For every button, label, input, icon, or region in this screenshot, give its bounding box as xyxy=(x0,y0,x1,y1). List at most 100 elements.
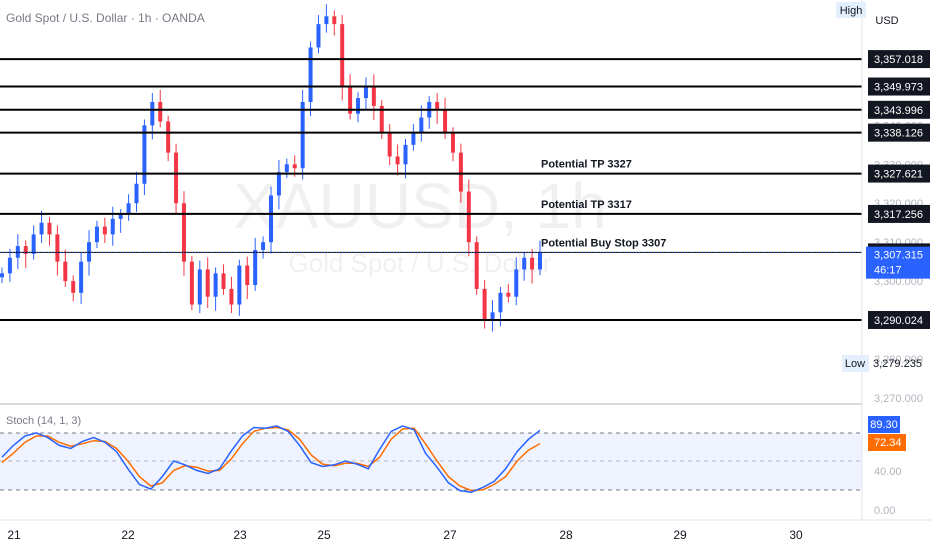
candle xyxy=(205,269,210,297)
candle xyxy=(181,203,186,262)
candle xyxy=(63,261,68,282)
candle xyxy=(7,257,12,274)
candle xyxy=(197,269,202,305)
level-tag xyxy=(868,77,930,96)
candle xyxy=(245,265,250,286)
candle xyxy=(514,269,519,297)
candle xyxy=(379,105,384,134)
candle xyxy=(261,242,266,250)
level-tag-value: 3,290.024 xyxy=(874,315,923,327)
candle xyxy=(530,257,535,270)
time-axis-labels: 21 22 23 25 27 28 29 30 xyxy=(7,528,803,542)
candle xyxy=(284,164,289,173)
candles xyxy=(0,4,542,332)
candle xyxy=(150,101,155,126)
level-tag xyxy=(868,100,930,119)
candle xyxy=(522,257,527,270)
candle xyxy=(490,312,495,321)
low-badge-bg xyxy=(842,355,869,372)
candle xyxy=(118,214,123,219)
time-axis-label: 25 xyxy=(317,528,331,542)
stoch-title: Stoch (14, 1, 3) xyxy=(6,415,81,427)
candle xyxy=(498,292,503,313)
candle xyxy=(47,222,52,235)
candle xyxy=(292,164,297,169)
price-axis-tick: 3,300.000 xyxy=(874,276,923,288)
candle xyxy=(474,242,479,289)
stoch-d-line xyxy=(1,426,541,492)
candle xyxy=(253,249,258,286)
time-axis-label: 21 xyxy=(7,528,21,542)
candle xyxy=(166,121,171,153)
candle xyxy=(55,234,60,262)
bar-countdown: 46:17 xyxy=(874,265,902,277)
candle xyxy=(538,252,542,270)
time-axis-label: 29 xyxy=(673,528,687,542)
candle xyxy=(435,101,440,110)
stoch-k-line xyxy=(1,425,541,493)
candle xyxy=(158,101,163,122)
candle xyxy=(300,101,305,169)
candle xyxy=(221,273,226,289)
horizontal-levels: Potential TP 3327 Potential TP 3317 Potent… xyxy=(0,58,862,321)
candle xyxy=(213,273,218,297)
candle xyxy=(395,156,400,165)
level-tag xyxy=(868,164,930,183)
candle xyxy=(387,133,392,157)
candle xyxy=(174,152,179,204)
candle xyxy=(110,218,115,235)
candle xyxy=(466,191,471,243)
candle xyxy=(71,281,76,293)
candle xyxy=(0,273,4,278)
high-badge: High xyxy=(840,5,863,17)
stoch-axis-0: 0.00 xyxy=(874,505,895,517)
candle xyxy=(31,234,36,254)
candle xyxy=(229,288,234,305)
price-axis-tick: 3,280.000 xyxy=(874,354,923,366)
candle xyxy=(340,24,345,87)
level-tag xyxy=(868,204,930,223)
level-annotation: Potential TP 3317 xyxy=(541,199,632,211)
currency-label[interactable]: USD xyxy=(875,15,898,27)
price-axis-tick: 3,270.000 xyxy=(874,393,923,405)
candle xyxy=(316,24,321,48)
time-axis-label: 22 xyxy=(121,528,135,542)
candle xyxy=(269,195,273,243)
level-tag-value: 3,343.996 xyxy=(874,105,923,117)
candle xyxy=(332,16,337,25)
low-badge: Low xyxy=(845,358,865,370)
candle xyxy=(403,144,408,165)
candle xyxy=(126,203,131,215)
candle xyxy=(276,172,281,196)
time-axis-label: 30 xyxy=(789,528,803,542)
stoch-d-value: 72.34 xyxy=(874,437,902,449)
candle xyxy=(189,261,194,305)
current-price-tag xyxy=(866,246,930,279)
stoch-k-tag xyxy=(868,416,900,433)
candle xyxy=(94,226,99,243)
candle xyxy=(411,133,416,145)
candle xyxy=(356,98,361,114)
candle xyxy=(324,16,329,25)
stoch-axis-40: 40.00 xyxy=(874,466,902,478)
candle xyxy=(371,86,376,106)
current-price-value: 3,307.315 xyxy=(874,250,923,262)
candle xyxy=(450,133,455,153)
candle xyxy=(39,222,44,235)
high-badge-bg xyxy=(836,2,866,18)
level-tag-value: 3,338.126 xyxy=(874,128,923,140)
chart-title: Gold Spot / U.S. Dollar · 1h · OANDA xyxy=(6,11,205,25)
stoch-k-value: 89.30 xyxy=(870,419,898,431)
candle xyxy=(458,152,463,192)
level-tag-value: 3,317.256 xyxy=(874,209,923,221)
candle xyxy=(482,288,487,321)
level-annotation: Potential TP 3327 xyxy=(541,159,632,171)
level-tag xyxy=(868,50,930,69)
time-axis-label: 23 xyxy=(233,528,247,542)
candle xyxy=(237,265,242,305)
candle xyxy=(308,47,313,102)
time-axis-label: 28 xyxy=(559,528,573,542)
candle xyxy=(363,86,368,99)
candle xyxy=(506,292,511,297)
